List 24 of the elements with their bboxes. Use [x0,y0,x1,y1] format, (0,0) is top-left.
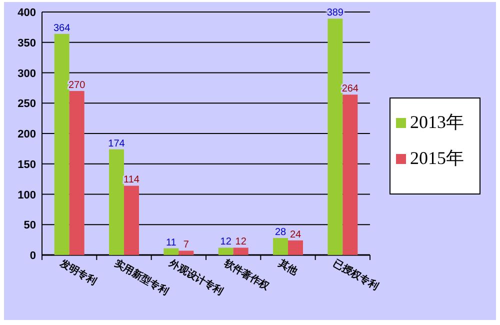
legend-label: 2015年 [410,148,464,168]
y-tick-label: 150 [18,158,36,171]
legend-label: 2013年 [410,112,464,132]
y-tick-label: 250 [18,98,36,110]
y-tick-label: 100 [18,189,36,202]
data-label: 12 [235,236,247,248]
data-label: 364 [53,22,71,34]
x-tick-label: 已授权专利 [331,257,380,293]
x-tick-label: 发明专利 [56,256,98,288]
y-tick-label: 50 [24,220,36,232]
data-label: 174 [108,138,126,150]
x-tick-label: 其他 [276,256,301,278]
y-tick-label: 400 [18,7,36,19]
data-label: 270 [68,80,86,91]
y-tick-label: 200 [18,128,36,140]
y-tick-label: 300 [18,68,36,80]
y-tick-label: 0 [30,250,36,262]
data-label: 7 [183,240,190,251]
data-label: 24 [290,229,302,240]
data-label: 28 [274,226,286,238]
data-label: 12 [220,236,232,248]
data-label: 11 [166,237,177,248]
y-tick-label: 350 [18,37,36,50]
data-label: 114 [124,174,140,186]
